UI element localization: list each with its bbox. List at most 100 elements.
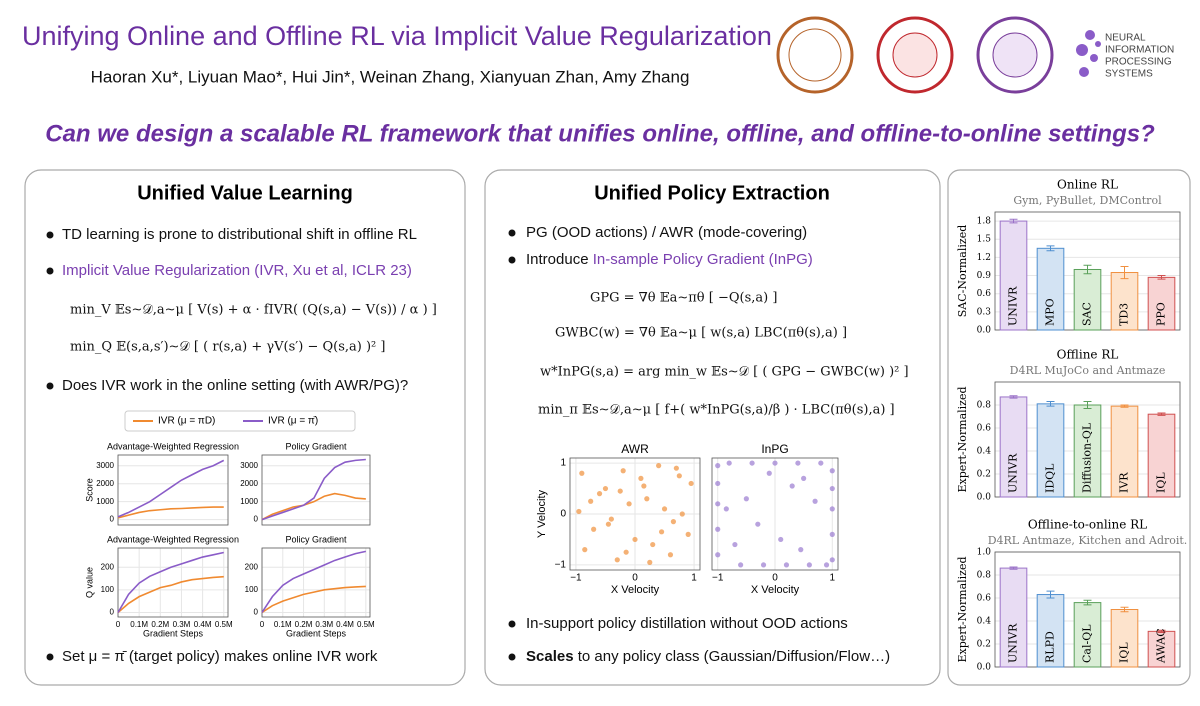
y-tick-label: 0	[560, 509, 566, 520]
formula: GWBC(w) = ∇θ 𝔼a∼μ [ w(s,a) LBC(πθ(s),a) …	[555, 326, 847, 341]
scatter-point	[723, 506, 729, 512]
scatter-point	[795, 460, 801, 466]
scatter-point	[760, 562, 767, 568]
plot-frame	[711, 457, 839, 571]
scatter-point	[576, 508, 582, 515]
y-tick-label: 0.9	[977, 271, 992, 281]
plot-title: AWR	[621, 442, 649, 456]
formula: w*InPG(s,a) = arg min_w 𝔼s∼𝒟 [ ( GPG − G…	[540, 365, 909, 380]
bar	[1110, 609, 1139, 668]
y-tick-label: 0.4	[977, 447, 992, 457]
line-series	[117, 506, 224, 519]
error-bar	[1083, 599, 1092, 606]
x-tick-label: −1	[570, 573, 582, 584]
logos	[776, 16, 1101, 94]
scatter-point	[766, 470, 772, 476]
scatter-point	[829, 506, 835, 512]
error-bar	[1157, 275, 1166, 280]
y-tick-label: 0.0	[977, 326, 992, 336]
x-tick-label: 0.2M	[151, 620, 169, 629]
scatter-point	[715, 463, 721, 469]
error-bar	[1120, 404, 1129, 408]
scatter-point	[602, 485, 609, 492]
x-axis-label: X Velocity	[611, 584, 660, 596]
y-tick-label: 0	[254, 515, 259, 524]
y-axis-label: Score	[84, 478, 94, 502]
y-tick-label: 1.0	[977, 548, 992, 558]
plot-frame	[569, 457, 701, 571]
plot-subtitle: D4RL Antmaze, Kitchen and Adroit.	[988, 534, 1188, 547]
x-tick-label: 0.2M	[295, 620, 313, 629]
plot-title: Offline-to-online RL	[1028, 518, 1147, 532]
panel-title: Unified Value Learning	[137, 182, 353, 204]
error-bar	[1009, 218, 1018, 224]
plot-subtitle: Gym, PyBullet, DMControl	[1013, 194, 1162, 207]
plot-title: Policy Gradient	[285, 534, 347, 544]
scatter-point	[617, 488, 623, 494]
scatter-point	[715, 501, 721, 507]
error-bar	[1083, 401, 1092, 409]
scatter-point	[632, 536, 638, 543]
bar-label: MPO	[1044, 298, 1057, 326]
scatter-point	[614, 557, 620, 563]
scatter-point	[798, 547, 804, 553]
bar	[1036, 247, 1065, 331]
bar-label: RLPD	[1044, 631, 1057, 663]
logo-text: SYSTEMS	[1105, 69, 1153, 80]
y-tick-label: 100	[101, 585, 115, 594]
scatter-point	[806, 562, 812, 568]
y-tick-label: 0.6	[977, 594, 992, 604]
y-tick-label: 0.2	[977, 640, 991, 650]
y-tick-label: 1.8	[977, 217, 992, 227]
scatter-point	[641, 483, 647, 489]
plot-subtitle: D4RL MuJoCo and Antmaze	[1010, 364, 1166, 377]
bar-label: SAC	[1081, 302, 1094, 326]
scatter-point	[620, 468, 626, 474]
scatter-point	[676, 473, 682, 479]
scatter-point	[670, 519, 677, 525]
formula: min_Q 𝔼(s,a,s′)∼𝒟 [ ( r(s,a) + γV(s′) − …	[70, 340, 385, 355]
scatter-point	[673, 465, 679, 471]
scatter-point	[715, 480, 721, 487]
error-bar	[1083, 264, 1092, 275]
bullet: In-support policy distillation without O…	[526, 615, 848, 632]
bar	[1036, 594, 1065, 668]
plot-title: Policy Gradient	[285, 441, 347, 451]
y-axis-label: Expert-Normalized	[956, 386, 969, 492]
authors: Haoran Xu*, Liyuan Mao*, Hui Jin*, Weina…	[91, 67, 690, 86]
panel-title: Unified Policy Extraction	[594, 182, 830, 204]
bar-label: TD3	[1118, 303, 1131, 326]
title: Unifying Online and Offline RL via Impli…	[22, 21, 772, 51]
scatter-point	[656, 463, 662, 469]
x-axis-label: X Velocity	[751, 584, 800, 596]
scatter-point	[667, 552, 674, 558]
bullet-bold: Scales	[526, 648, 574, 665]
y-tick-label: 1.5	[977, 235, 992, 245]
y-axis-label: Expert-Normalized	[956, 556, 969, 662]
line-series	[261, 458, 366, 521]
y-tick-label: 3000	[96, 461, 114, 470]
bar-label: IDQL	[1044, 463, 1057, 493]
line-series	[117, 551, 224, 613]
formula: GPG = ∇θ 𝔼a∼πθ [ −Q(s,a) ]	[590, 291, 777, 306]
bullet: TD learning is prone to distributional s…	[62, 226, 417, 243]
plot-title: Offline RL	[1057, 348, 1119, 362]
bar-label: IVR	[1118, 472, 1131, 493]
x-tick-label: 0	[116, 620, 121, 629]
plot-title: Advantage-Weighted Regression	[107, 534, 239, 544]
error-bar	[1120, 606, 1129, 613]
scatter-point	[789, 483, 795, 489]
bullet-highlight: In-sample Policy Gradient (InPG)	[593, 251, 813, 268]
x-tick-label: 0	[772, 573, 778, 584]
scatter-point	[726, 460, 732, 466]
y-tick-label: 0.2	[977, 470, 991, 480]
bar	[1073, 268, 1102, 331]
bullet: Does IVR work in the online setting (wit…	[62, 377, 408, 394]
bar-label: Diffusion-QL	[1081, 422, 1094, 493]
x-tick-label: 1	[829, 573, 835, 584]
bar-label: Cal-QL	[1081, 624, 1094, 663]
logo-text: INFORMATION	[1105, 45, 1174, 56]
scatter-point	[661, 506, 668, 512]
line-series	[261, 585, 366, 614]
